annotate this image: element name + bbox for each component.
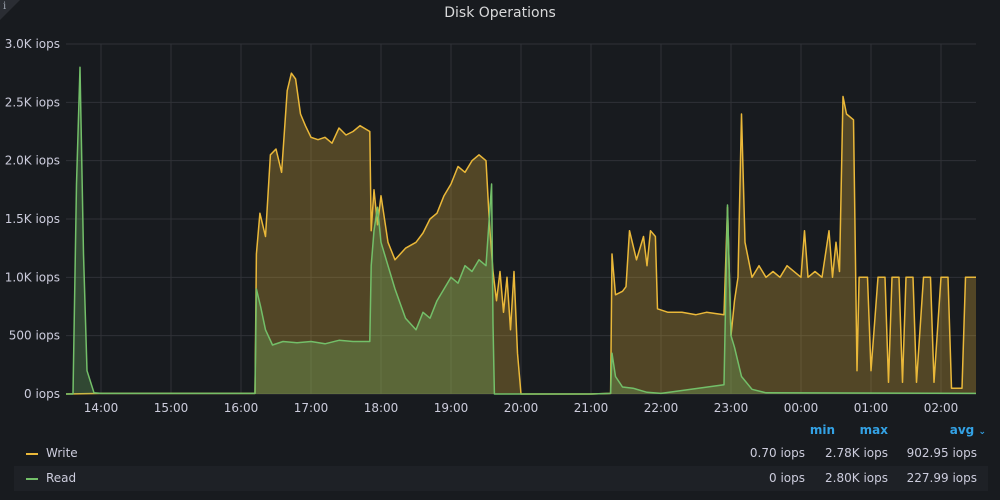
x-tick-label: 14:00 — [84, 401, 119, 415]
legend-header-min[interactable]: min — [809, 423, 835, 437]
legend-min-value: 0 iops — [769, 471, 805, 485]
y-tick-label: 2.0K iops — [5, 154, 60, 168]
x-tick-label: 21:00 — [574, 401, 609, 415]
legend-header-max[interactable]: max — [859, 423, 888, 437]
x-axis: 14:00 15:00 16:00 17:00 18:00 19:00 20:00 21:00… — [84, 401, 959, 415]
y-tick-label: 0 iops — [24, 387, 60, 401]
legend-swatch-write — [26, 453, 38, 455]
x-tick-label: 17:00 — [294, 401, 329, 415]
series-line-read — [66, 66, 977, 395]
x-tick-label: 02:00 — [924, 401, 959, 415]
legend-header-avg-label: avg — [949, 423, 975, 437]
panel-title: Disk Operations — [444, 5, 556, 21]
legend-max-value: 2.80K iops — [825, 471, 888, 485]
chart-series — [65, 66, 977, 395]
info-icon[interactable]: i — [3, 1, 7, 12]
legend-avg-value: 902.95 iops — [906, 446, 977, 460]
x-tick-label: 23:00 — [714, 401, 749, 415]
series-area-write — [66, 73, 976, 394]
x-tick-label: 19:00 — [434, 401, 469, 415]
x-tick-label: 16:00 — [224, 401, 259, 415]
x-tick-label: 00:00 — [784, 401, 819, 415]
chevron-down-icon: ⌄ — [978, 427, 986, 437]
legend-avg-value: 227.99 iops — [906, 471, 977, 485]
y-tick-label: 2.5K iops — [5, 95, 60, 109]
legend-row-read[interactable]: Read 0 iops 2.80K iops 227.99 iops — [14, 466, 988, 491]
legend-swatch-read — [26, 478, 38, 480]
legend-min-value: 0.70 iops — [749, 446, 805, 460]
x-tick-label: 18:00 — [364, 401, 399, 415]
info-corner[interactable] — [0, 0, 20, 20]
legend-max-value: 2.78K iops — [825, 446, 888, 460]
x-tick-label: 22:00 — [644, 401, 679, 415]
legend-series-name: Write — [46, 446, 78, 460]
legend-row-write[interactable]: Write 0.70 iops 2.78K iops 902.95 iops — [14, 441, 988, 466]
legend-series-name: Read — [46, 471, 77, 485]
chart-grid — [66, 43, 976, 395]
y-tick-label: 1.5K iops — [5, 212, 60, 226]
disk-operations-chart: 0 iops 500 iops 1.0K iops 1.5K iops 2.0K iop… — [5, 37, 977, 415]
y-axis: 0 iops 500 iops 1.0K iops 1.5K iops 2.0K iop… — [5, 37, 60, 401]
x-tick-label: 20:00 — [504, 401, 539, 415]
y-tick-label: 1.0K iops — [5, 270, 60, 284]
legend-header-avg[interactable]: avg ⌄ — [926, 423, 986, 437]
series-line-write — [65, 72, 976, 395]
y-tick-label: 3.0K iops — [5, 37, 60, 51]
x-tick-label: 15:00 — [154, 401, 189, 415]
y-tick-label: 500 iops — [9, 329, 60, 343]
x-tick-label: 01:00 — [854, 401, 889, 415]
